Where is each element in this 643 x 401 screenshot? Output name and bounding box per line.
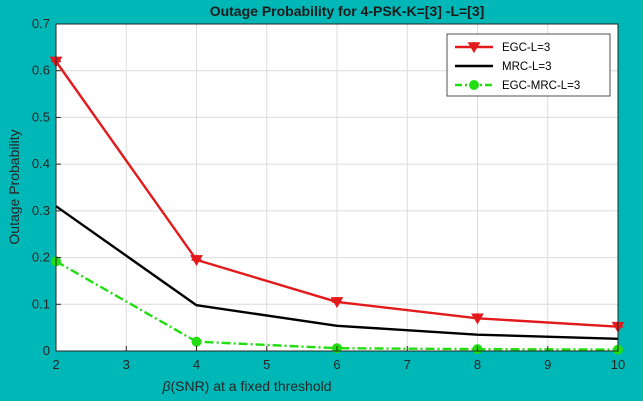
- x-tick-label: 7: [404, 357, 411, 372]
- x-tick-label: 2: [52, 357, 59, 372]
- x-tick-label: 4: [193, 357, 200, 372]
- x-tick-label: 10: [611, 357, 625, 372]
- y-tick-label: 0.5: [32, 109, 50, 124]
- mrc-series: [55, 205, 619, 341]
- egc-series-point: [471, 313, 484, 325]
- x-axis-ticks: 2 3 4 5 6 7 8 9 10: [52, 346, 625, 372]
- mrc-series-line: [55, 205, 619, 341]
- x-tick-label: 8: [474, 357, 481, 372]
- y-tick-label: 0.2: [32, 250, 50, 265]
- y-tick-label: 0.6: [32, 63, 50, 78]
- x-tick-label: 3: [123, 357, 130, 372]
- legend-egc-series-point: [467, 42, 481, 54]
- legend-item-egc-series: EGC-L=3: [455, 42, 550, 54]
- y-tick-label: 0.3: [32, 203, 50, 218]
- legend-item-egc-mrc-series: EGC-MRC-L=3: [455, 80, 580, 92]
- chart-title: Outage Probability for 4-PSK-K=[3] -L=[3…: [210, 3, 485, 19]
- y-tick-label: 0.4: [32, 156, 50, 171]
- x-axis-label: β(SNR) at a fixed threshold: [161, 378, 331, 394]
- egc-series-point: [190, 254, 203, 266]
- y-tick-label: 0: [43, 343, 50, 358]
- x-tick-label: 6: [333, 357, 340, 372]
- x-tick-label: 9: [544, 357, 551, 372]
- legend-label: MRC-L=3: [502, 61, 552, 73]
- egc-mrc-series-point: [191, 336, 202, 347]
- y-tick-label: 0.7: [32, 16, 50, 31]
- x-axis-label-text: (SNR) at a fixed threshold: [170, 378, 331, 394]
- y-tick-label: 0.1: [32, 296, 50, 311]
- legend: EGC-L=3 MRC-L=3 EGC-MRC-L=3: [446, 33, 611, 97]
- legend-label: EGC-MRC-L=3: [502, 80, 580, 92]
- legend-label: EGC-L=3: [502, 42, 550, 54]
- legend-item-mrc-series: MRC-L=3: [455, 61, 552, 73]
- x-tick-label: 5: [263, 357, 270, 372]
- legend-egc-mrc-series-point: [469, 80, 479, 90]
- egc-series-point: [330, 296, 344, 309]
- x-axis-label-symbol: β: [161, 378, 170, 394]
- y-axis-ticks: 0 0.1 0.2 0.3 0.4 0.5 0.6 0.7: [32, 16, 61, 358]
- series-layer: [49, 56, 625, 355]
- y-axis-label: Outage Probability: [6, 129, 22, 244]
